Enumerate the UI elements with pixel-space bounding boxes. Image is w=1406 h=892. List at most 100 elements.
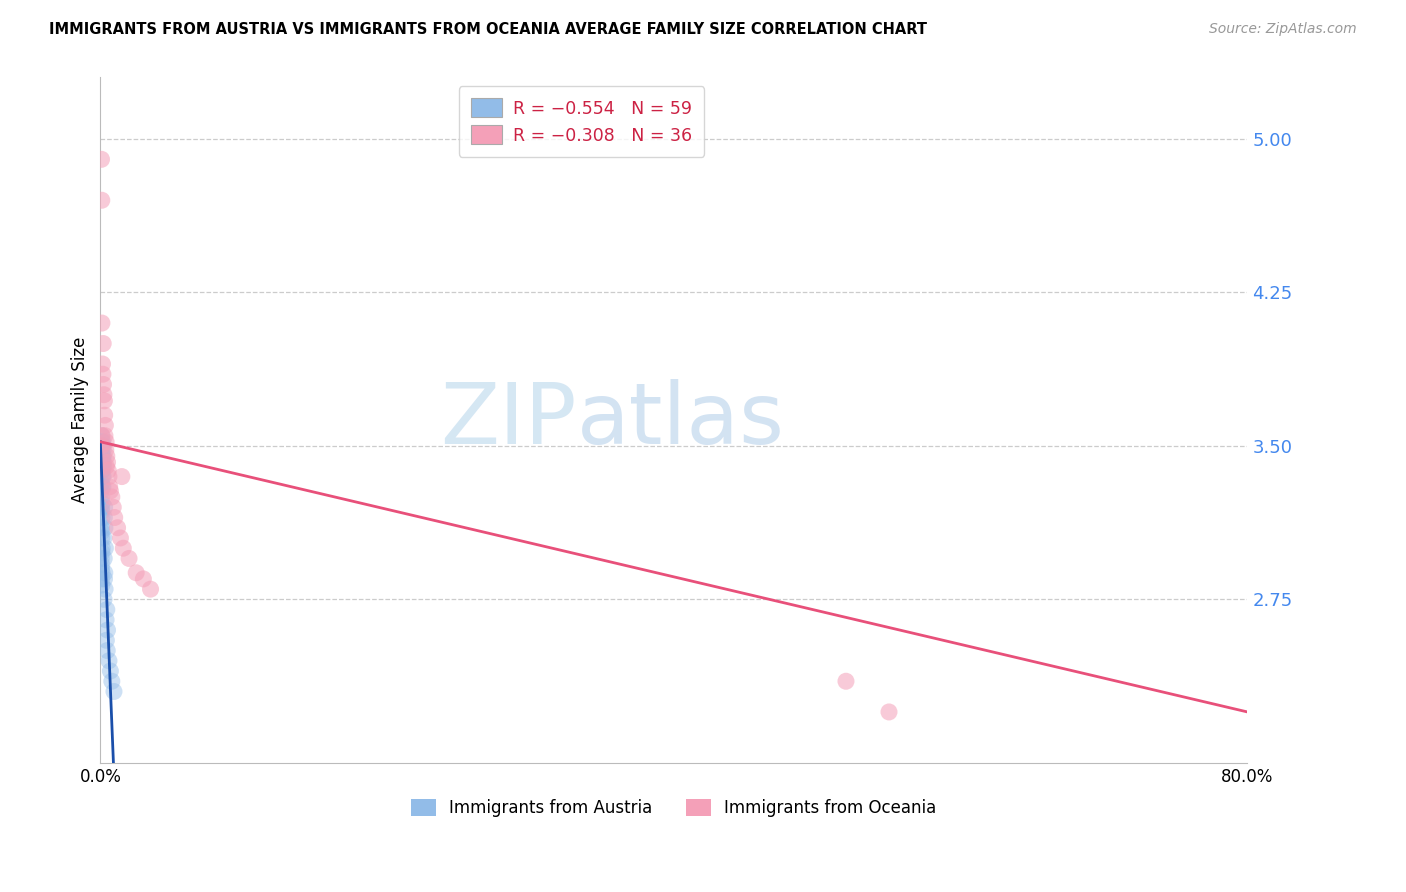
Y-axis label: Average Family Size: Average Family Size (72, 337, 89, 503)
Point (90, 500, 112, 515)
Point (90, 545, 112, 559)
Point (91, 541, 114, 556)
Text: Source: ZipAtlas.com: Source: ZipAtlas.com (1209, 22, 1357, 37)
Point (91, 459, 114, 474)
Point (90, 153, 112, 167)
Point (101, 490, 124, 504)
Point (835, 674, 858, 689)
Point (90, 521, 112, 535)
Point (90, 490, 112, 504)
Point (100, 483, 122, 498)
Point (96, 602, 118, 616)
Point (90, 483, 112, 498)
Point (93, 500, 115, 515)
Point (94, 582, 117, 596)
Point (96, 459, 118, 474)
Point (91, 566, 114, 580)
Point (91, 469, 114, 483)
Point (132, 572, 155, 586)
Text: IMMIGRANTS FROM AUSTRIA VS IMMIGRANTS FROM OCEANIA AVERAGE FAMILY SIZE CORRELATI: IMMIGRANTS FROM AUSTRIA VS IMMIGRANTS FR… (49, 22, 927, 37)
Point (97, 463, 120, 477)
Point (90, 524, 112, 539)
Point (90, 439, 112, 453)
Point (90, 434, 112, 449)
Point (91, 496, 114, 510)
Point (103, 684, 125, 698)
Point (91, 469, 114, 483)
Point (90, 439, 112, 453)
Point (112, 541, 135, 556)
Point (93, 572, 115, 586)
Point (94, 613, 117, 627)
Point (94, 541, 117, 556)
Point (96, 623, 118, 637)
Point (93, 393, 115, 408)
Point (91, 336, 114, 351)
Point (97, 469, 120, 483)
Point (94, 521, 117, 535)
Point (100, 664, 122, 678)
Point (96, 449, 118, 463)
Point (90, 572, 112, 586)
Point (90, 442, 112, 457)
Legend: Immigrants from Austria, Immigrants from Oceania: Immigrants from Austria, Immigrants from… (405, 792, 943, 823)
Point (877, 705, 900, 719)
Point (91, 480, 114, 494)
Text: atlas: atlas (576, 379, 785, 462)
Point (93, 459, 115, 474)
Point (90, 463, 112, 477)
Point (91, 357, 114, 371)
Point (93, 551, 115, 566)
Point (91, 449, 114, 463)
Point (139, 582, 162, 596)
Point (97, 654, 120, 668)
Point (90, 510, 112, 524)
Point (90, 475, 112, 490)
Point (90, 562, 112, 576)
Point (90, 316, 112, 330)
Point (90, 428, 112, 442)
Point (107, 521, 129, 535)
Point (93, 510, 115, 524)
Point (93, 531, 115, 545)
Point (96, 643, 118, 657)
Point (93, 408, 115, 422)
Point (125, 566, 148, 580)
Point (111, 469, 134, 483)
Point (93, 455, 115, 469)
Point (101, 674, 124, 689)
Point (91, 434, 114, 449)
Point (118, 551, 141, 566)
Point (94, 434, 117, 449)
Point (91, 455, 114, 469)
Point (96, 455, 118, 469)
Point (94, 418, 117, 433)
Text: ZIP: ZIP (440, 379, 576, 462)
Point (90, 578, 112, 592)
Point (90, 551, 112, 566)
Point (94, 566, 117, 580)
Point (110, 531, 132, 545)
Point (93, 387, 115, 401)
Point (94, 428, 117, 442)
Point (93, 377, 115, 392)
Point (90, 451, 112, 466)
Point (103, 500, 125, 515)
Point (90, 193, 112, 207)
Point (98, 480, 121, 494)
Point (91, 480, 114, 494)
Point (93, 449, 115, 463)
Point (104, 510, 127, 524)
Point (91, 451, 114, 466)
Point (96, 633, 118, 648)
Point (91, 428, 114, 442)
Point (91, 442, 114, 457)
Point (94, 442, 117, 457)
Point (91, 463, 114, 477)
Point (91, 368, 114, 382)
Point (91, 439, 114, 453)
Point (90, 447, 112, 461)
Point (90, 531, 112, 545)
Point (90, 558, 112, 572)
Point (90, 504, 112, 518)
